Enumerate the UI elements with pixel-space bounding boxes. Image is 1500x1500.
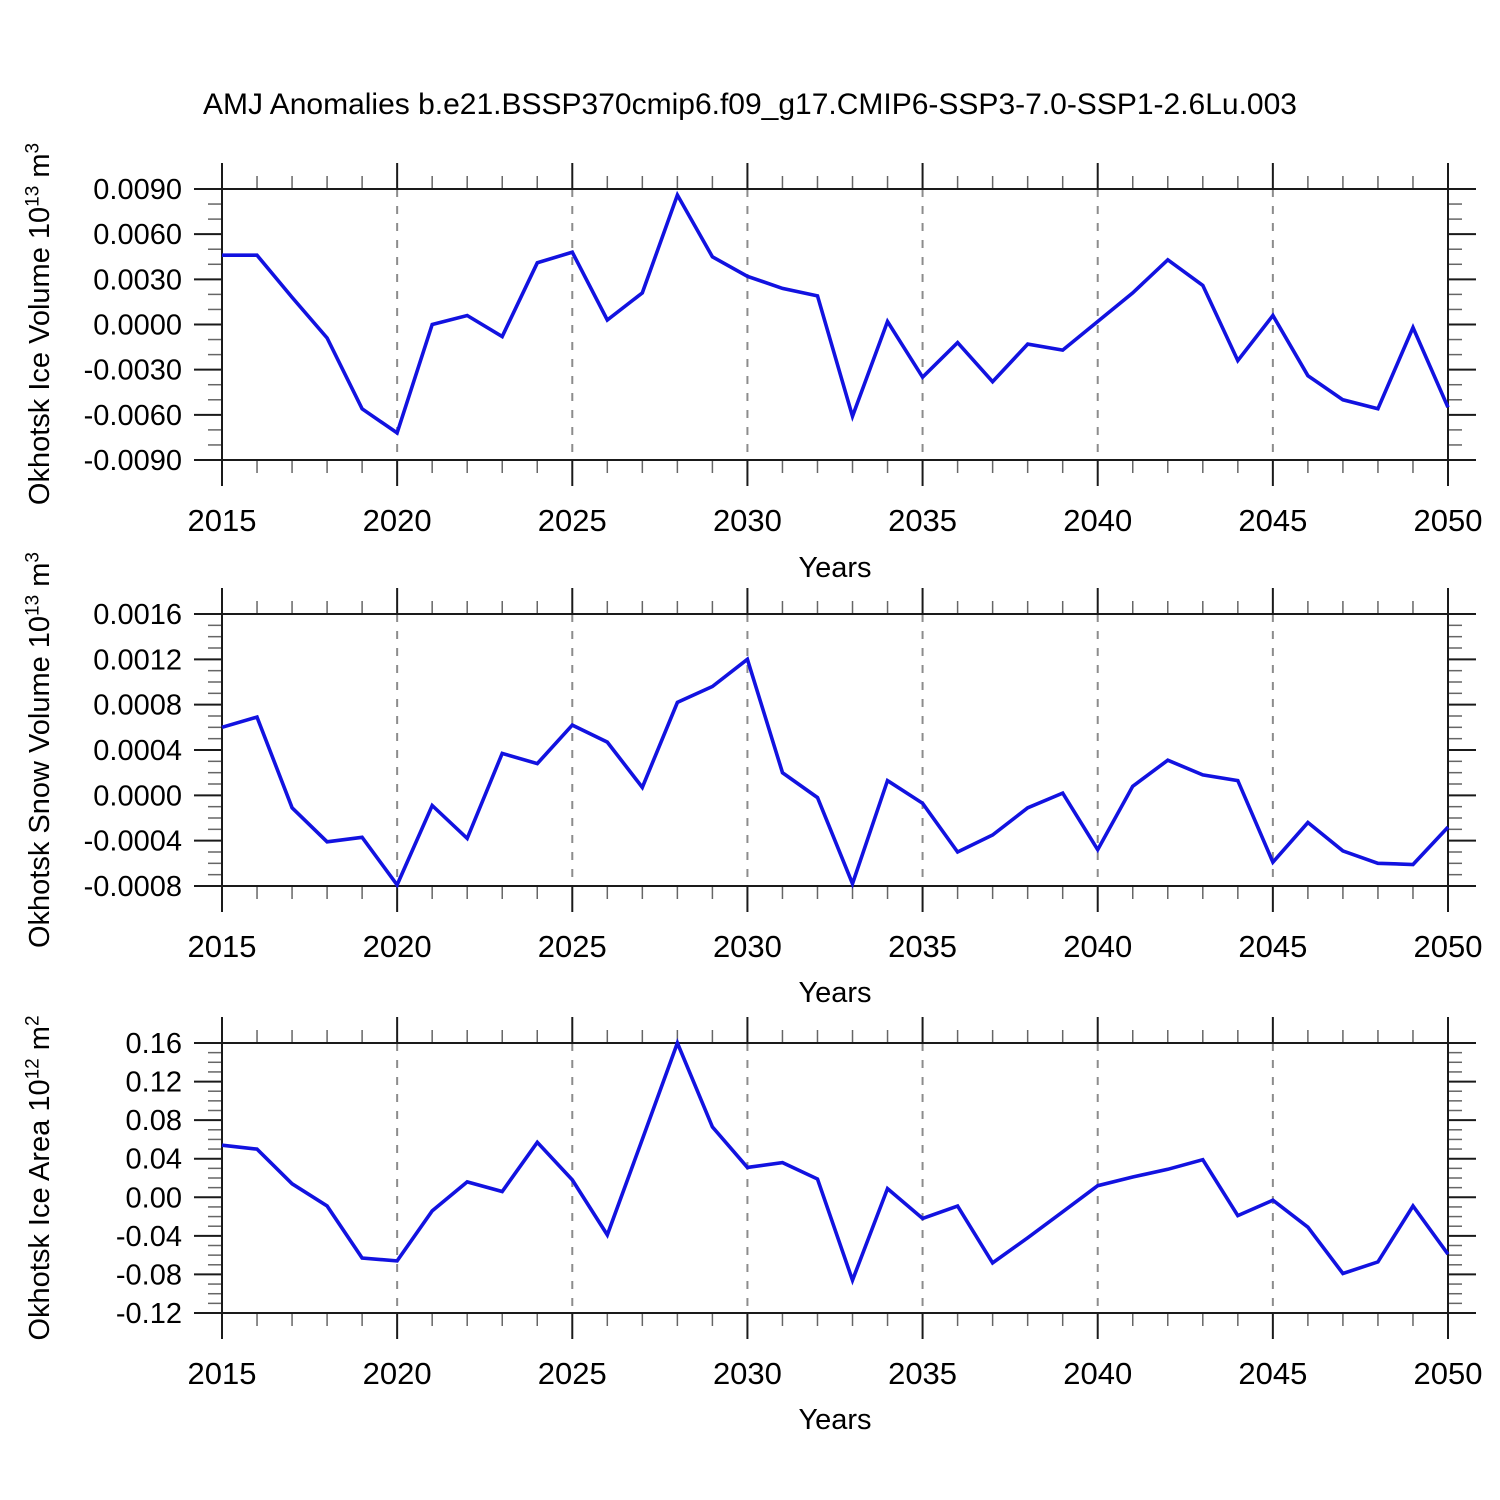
x-axis-label-panel-3: Years: [798, 1404, 872, 1436]
svg-text:0.16: 0.16: [126, 1028, 182, 1060]
svg-text:-0.0004: -0.0004: [84, 826, 182, 858]
x-tick-labels: 2015 2020 2025 2030 2035 2040 2045 2050: [188, 503, 1483, 538]
svg-text:2050: 2050: [1414, 503, 1483, 538]
svg-text:0.0060: 0.0060: [93, 219, 182, 251]
svg-text:0.04: 0.04: [126, 1144, 182, 1176]
svg-text:2040: 2040: [1063, 1356, 1132, 1391]
okhotsk-snow-volume-panel: 0.0016 0.0012 0.0008 0.0004 0.0000 -0.0004 -0.…: [84, 588, 1483, 964]
svg-text:2050: 2050: [1414, 929, 1483, 964]
svg-text:0.0090: 0.0090: [93, 174, 182, 206]
svg-text:2015: 2015: [188, 1356, 257, 1391]
svg-text:-0.12: -0.12: [116, 1298, 182, 1330]
figure-title: AMJ Anomalies b.e21.BSSP370cmip6.f09_g17…: [203, 88, 1297, 121]
svg-text:2020: 2020: [363, 929, 432, 964]
svg-text:2030: 2030: [713, 929, 782, 964]
svg-text:0.0004: 0.0004: [93, 735, 182, 767]
svg-text:-0.04: -0.04: [116, 1221, 182, 1253]
gridlines: [396, 614, 1274, 886]
svg-text:-0.08: -0.08: [116, 1259, 182, 1291]
plot-frame: [221, 613, 1449, 887]
svg-text:-0.0060: -0.0060: [84, 400, 182, 432]
svg-text:2045: 2045: [1238, 929, 1307, 964]
svg-text:-0.0090: -0.0090: [84, 445, 182, 477]
svg-text:0.08: 0.08: [126, 1105, 182, 1137]
x-tick-labels: 2015 2020 2025 2030 2035 2040 2045 2050: [188, 929, 1483, 964]
svg-text:2045: 2045: [1238, 503, 1307, 538]
x-ticks: [221, 163, 1449, 486]
svg-text:2015: 2015: [188, 929, 257, 964]
plot-frame: [221, 188, 1449, 461]
svg-text:2035: 2035: [888, 929, 957, 964]
y-tick-labels: 0.0016 0.0012 0.0008 0.0004 0.0000 -0.0004 -0.…: [84, 599, 182, 903]
x-ticks: [221, 588, 1449, 912]
svg-text:0.0030: 0.0030: [93, 264, 182, 296]
svg-text:-0.0008: -0.0008: [84, 871, 182, 903]
svg-text:0.00: 0.00: [126, 1182, 182, 1214]
okhotsk-ice-area-line: [221, 1038, 1450, 1286]
svg-text:2030: 2030: [713, 503, 782, 538]
okhotsk-ice-volume-panel: 0.0090 0.0060 0.0030 0.0000 -0.0030 -0.0060 -0…: [84, 163, 1483, 538]
svg-text:2050: 2050: [1414, 1356, 1483, 1391]
svg-text:2030: 2030: [713, 1356, 782, 1391]
svg-text:2020: 2020: [363, 503, 432, 538]
svg-text:-0.0030: -0.0030: [84, 355, 182, 387]
svg-text:2045: 2045: [1238, 1356, 1307, 1391]
x-axis-label-panel-2: Years: [798, 977, 872, 1009]
x-axis-label-panel-1: Years: [798, 552, 872, 584]
svg-text:2020: 2020: [363, 1356, 432, 1391]
x-tick-labels: 2015 2020 2025 2030 2035 2040 2045 2050: [188, 1356, 1483, 1391]
svg-text:0.0000: 0.0000: [93, 780, 182, 812]
gridlines: [396, 1043, 1274, 1313]
y-ticks: [194, 613, 1476, 887]
plot-frame: [221, 1042, 1449, 1314]
svg-text:0.0016: 0.0016: [93, 599, 182, 631]
okhotsk-ice-volume-line: [222, 190, 1450, 436]
svg-text:2035: 2035: [888, 503, 957, 538]
svg-text:2015: 2015: [188, 503, 257, 538]
svg-text:2025: 2025: [538, 503, 607, 538]
y-ticks: [194, 1042, 1476, 1314]
y-ticks: [194, 188, 1476, 461]
gridlines: [396, 189, 1274, 460]
okhotsk-snow-volume-line: [221, 656, 1450, 889]
svg-text:0.0008: 0.0008: [93, 690, 182, 722]
svg-text:2040: 2040: [1063, 503, 1132, 538]
y-tick-labels: 0.16 0.12 0.08 0.04 0.00 -0.04 -0.08 -0.12: [116, 1028, 182, 1330]
x-ticks: [221, 1017, 1449, 1339]
svg-text:0.0000: 0.0000: [93, 310, 182, 342]
svg-text:2025: 2025: [538, 1356, 607, 1391]
y-tick-labels: 0.0090 0.0060 0.0030 0.0000 -0.0030 -0.0060 -0…: [84, 174, 182, 477]
svg-text:2025: 2025: [538, 929, 607, 964]
svg-text:0.12: 0.12: [126, 1067, 182, 1099]
svg-text:2040: 2040: [1063, 929, 1132, 964]
svg-text:2035: 2035: [888, 1356, 957, 1391]
svg-text:0.0012: 0.0012: [93, 644, 182, 676]
